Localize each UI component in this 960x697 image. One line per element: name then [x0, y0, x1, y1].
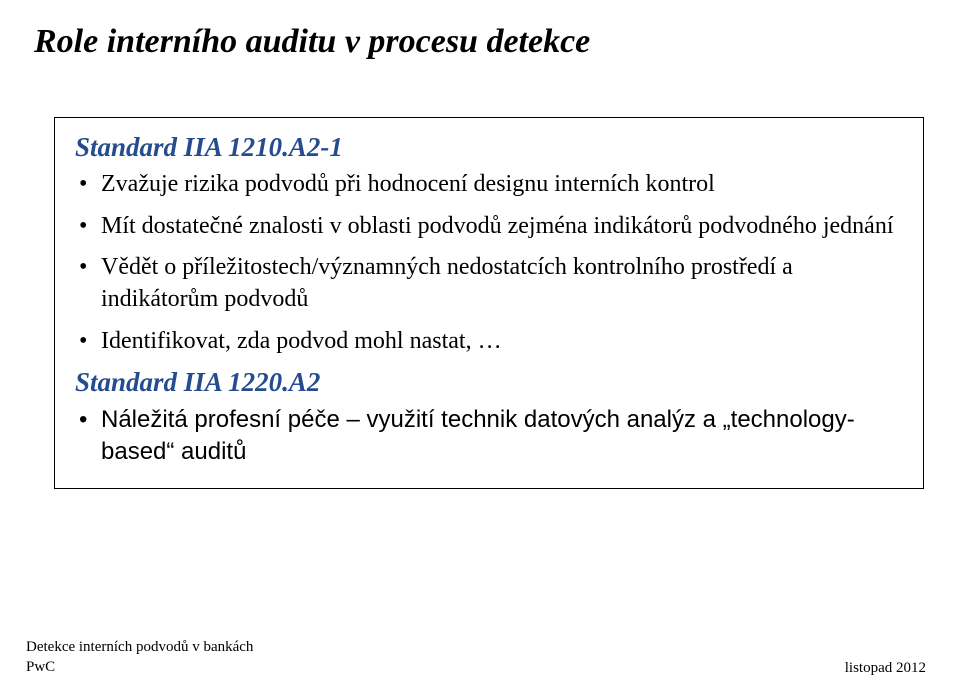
footer-right: listopad 2012: [845, 660, 926, 677]
standard-heading-1: Standard IIA 1210.A2-1: [75, 132, 897, 163]
standard-heading-2: Standard IIA 1220.A2: [75, 367, 897, 398]
bullet-list-2: Náležitá profesní péče – využití technik…: [75, 404, 897, 467]
list-item: Mít dostatečné znalosti v oblasti podvod…: [75, 211, 897, 243]
footer-left: Detekce interních podvodů v bankách PwC: [26, 638, 253, 677]
footer-line-1: Detekce interních podvodů v bankách: [26, 638, 253, 658]
list-item: Vědět o příležitostech/významných nedost…: [75, 252, 897, 315]
list-item: Identifikovat, zda podvod mohl nastat, …: [75, 326, 897, 358]
list-item: Zvažuje rizika podvodů při hodnocení des…: [75, 169, 897, 201]
bullet-list-1: Zvažuje rizika podvodů při hodnocení des…: [75, 169, 897, 357]
footer-line-2: PwC: [26, 658, 253, 678]
slide-title: Role interního auditu v procesu detekce: [34, 22, 926, 61]
list-item: Náležitá profesní péče – využití technik…: [75, 404, 897, 467]
content-box: Standard IIA 1210.A2-1 Zvažuje rizika po…: [54, 117, 924, 489]
slide-page: Role interního auditu v procesu detekce …: [0, 0, 960, 697]
